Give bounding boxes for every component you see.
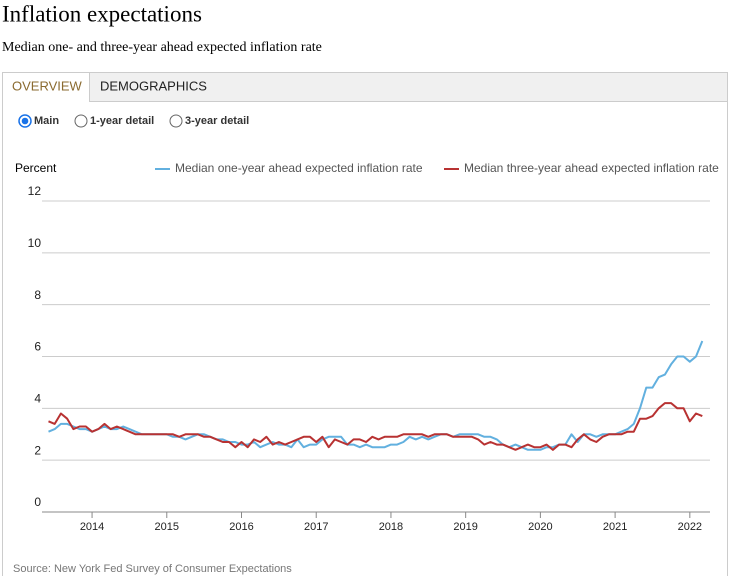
y-tick-label: 12 xyxy=(28,184,42,198)
subtitle: Median one- and three-year ahead expecte… xyxy=(2,40,322,55)
radio-label[interactable]: Main xyxy=(34,115,59,127)
page-title: Inflation expectations xyxy=(2,1,202,26)
x-tick-label: 2018 xyxy=(379,521,403,533)
y-tick-label: 10 xyxy=(28,236,42,250)
tab[interactable]: DEMOGRAPHICS xyxy=(100,78,207,93)
x-tick-label: 2020 xyxy=(528,521,552,533)
y-tick-label: 0 xyxy=(34,495,41,509)
panel xyxy=(2,72,728,576)
radio[interactable] xyxy=(74,114,88,128)
y-tick-label: 2 xyxy=(34,443,41,457)
x-tick-label: 2017 xyxy=(304,521,328,533)
x-tick-label: 2014 xyxy=(80,521,104,533)
tab-bar xyxy=(89,73,727,102)
x-tick-label: 2019 xyxy=(453,521,477,533)
y-tick-label: 8 xyxy=(34,288,41,302)
tab[interactable]: OVERVIEW xyxy=(12,78,83,93)
y-tick-label: 4 xyxy=(34,392,41,406)
x-tick-label: 2022 xyxy=(678,521,702,533)
source-note: Source: New York Fed Survey of Consumer … xyxy=(13,563,292,575)
legend-label: Median one-year ahead expected inflation… xyxy=(175,161,423,175)
x-tick-label: 2021 xyxy=(603,521,627,533)
x-tick-label: 2016 xyxy=(229,521,253,533)
series-line xyxy=(48,402,703,451)
legend-label: Median three-year ahead expected inflati… xyxy=(464,161,719,175)
y-tick-label: 6 xyxy=(34,340,41,354)
radio[interactable] xyxy=(169,114,183,128)
radio-label[interactable]: 1-year detail xyxy=(90,115,154,127)
radio-dot xyxy=(21,117,29,125)
radio-label[interactable]: 3-year detail xyxy=(185,115,249,127)
x-tick-label: 2015 xyxy=(155,521,179,533)
y-axis-title: Percent xyxy=(15,161,57,175)
